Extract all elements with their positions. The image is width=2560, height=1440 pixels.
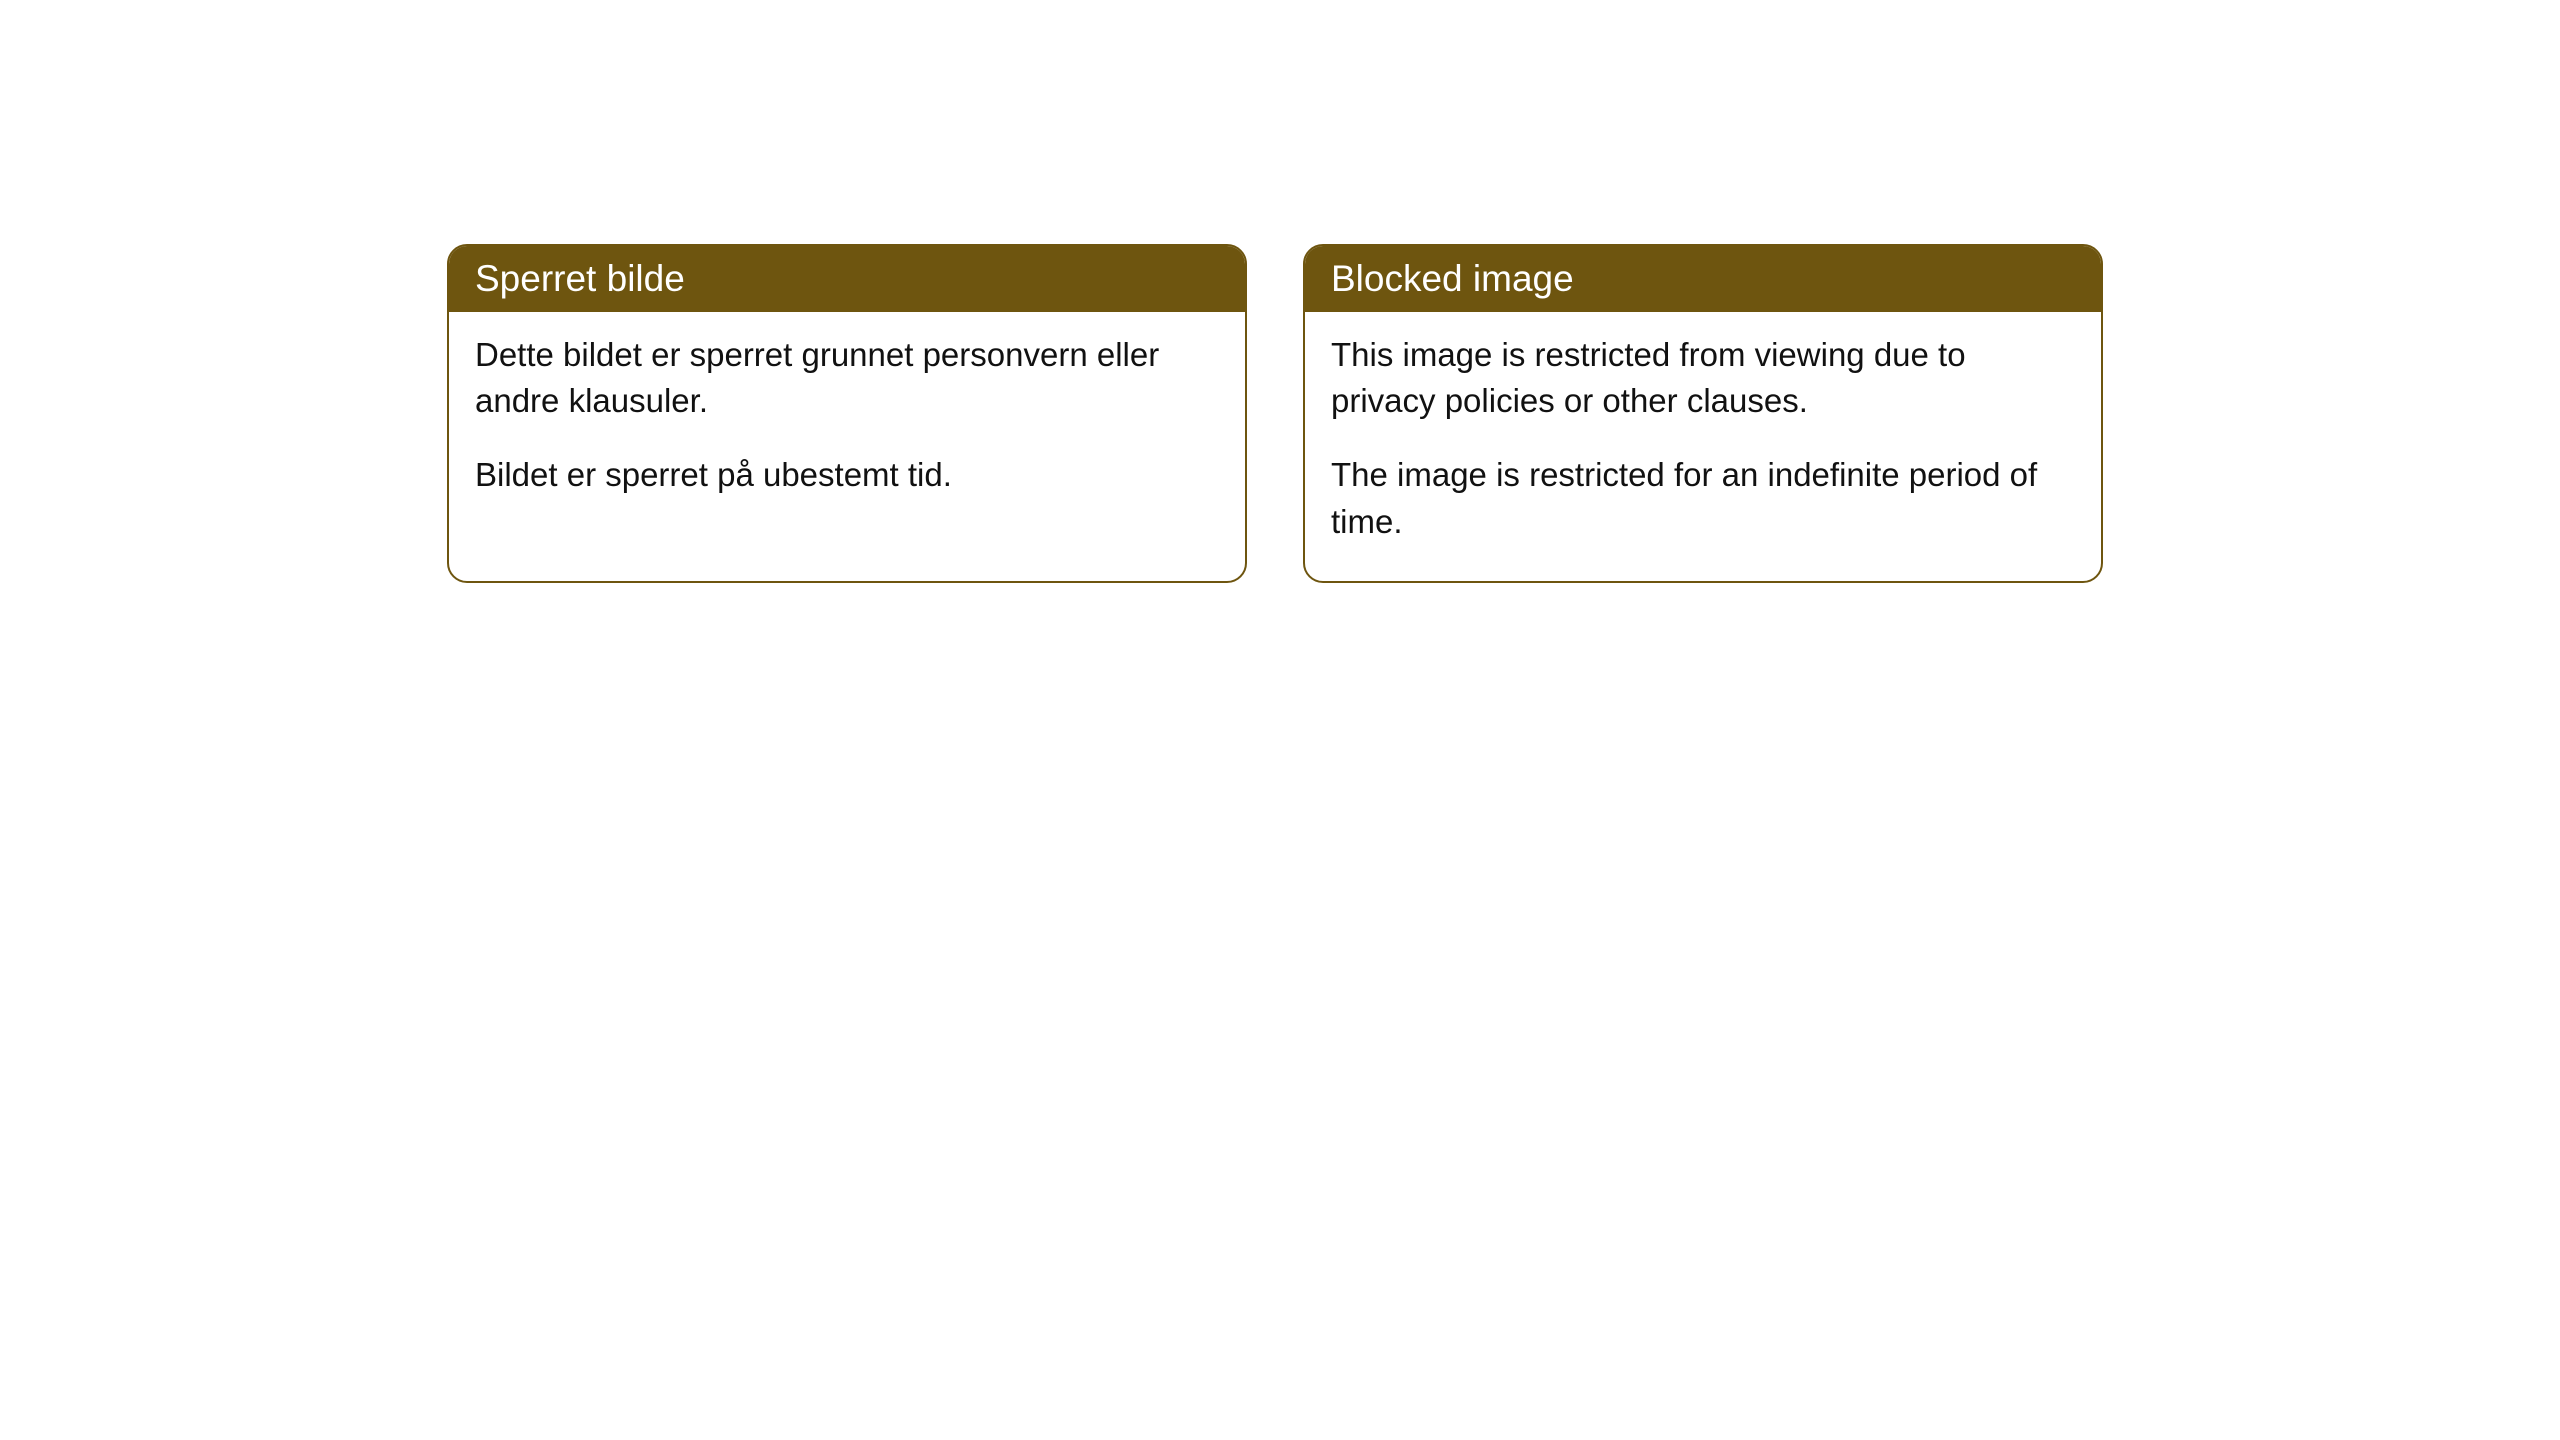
blocked-image-card-english: Blocked image This image is restricted f… xyxy=(1303,244,2103,583)
notification-cards-container: Sperret bilde Dette bildet er sperret gr… xyxy=(447,244,2103,583)
card-body: Dette bildet er sperret grunnet personve… xyxy=(449,312,1245,535)
card-header: Sperret bilde xyxy=(449,246,1245,312)
card-body: This image is restricted from viewing du… xyxy=(1305,312,2101,581)
card-message-2: The image is restricted for an indefinit… xyxy=(1331,452,2075,544)
card-title: Sperret bilde xyxy=(475,258,685,299)
card-title: Blocked image xyxy=(1331,258,1574,299)
card-message-1: This image is restricted from viewing du… xyxy=(1331,332,2075,424)
card-message-1: Dette bildet er sperret grunnet personve… xyxy=(475,332,1219,424)
blocked-image-card-norwegian: Sperret bilde Dette bildet er sperret gr… xyxy=(447,244,1247,583)
card-message-2: Bildet er sperret på ubestemt tid. xyxy=(475,452,1219,498)
card-header: Blocked image xyxy=(1305,246,2101,312)
